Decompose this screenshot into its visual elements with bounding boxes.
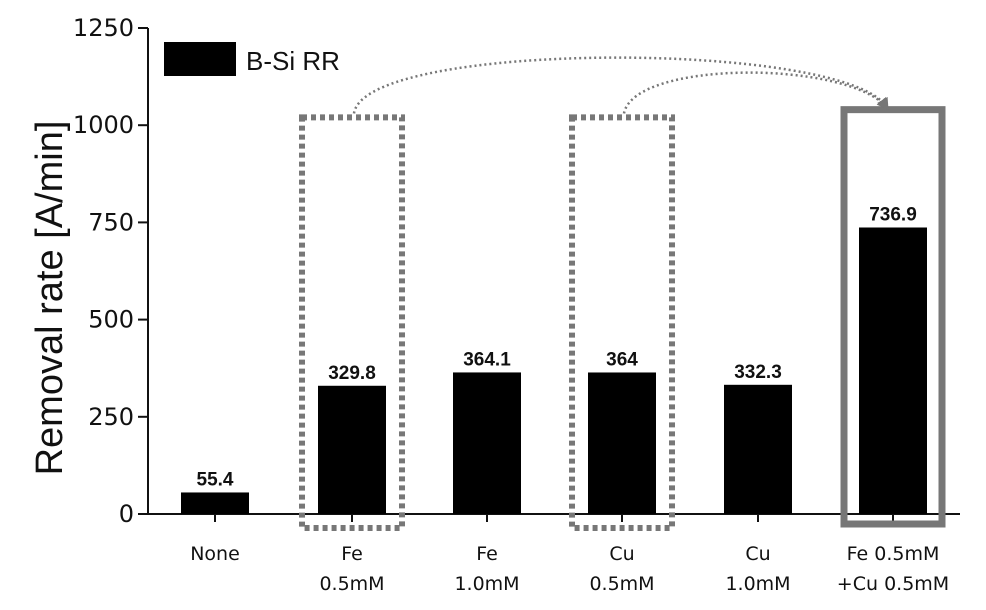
bar [181,492,249,514]
bar-value-label: 332.3 [734,362,782,383]
y-tick-label: 1250 [73,14,134,42]
legend-swatch [164,42,236,76]
bar [453,372,521,514]
y-tick-label: 0 [119,500,134,528]
x-category-label: Fe [341,543,363,565]
x-category-label: +Cu 0.5mM [837,573,949,595]
y-tick-label: 500 [88,306,134,334]
bar-value-label: 55.4 [197,469,234,490]
x-category-label: 0.5mM [319,573,384,595]
y-axis-label: Removal rate [A/min] [29,121,71,476]
legend-label: B-Si RR [246,46,340,76]
x-category-label: Fe [476,543,498,565]
bar-value-label: 364 [606,349,638,370]
bar [588,372,656,514]
y-tick-label: 750 [88,208,134,236]
y-tick-label: 1000 [73,111,134,139]
x-category-label: 1.0mM [725,573,790,595]
bar [724,385,792,514]
bar [318,386,386,514]
x-category-label: Cu [745,543,770,565]
bar-value-label: 329.8 [328,363,376,384]
bar-value-label: 364.1 [463,349,511,370]
plot-area: 0 250 500 750 1000 1250 55.4 329.8 364.1 364 332.3… [73,14,960,595]
x-category-label: None [190,543,240,565]
bar-value-label: 736.9 [869,204,917,225]
legend: B-Si RR [164,42,340,76]
highlight-arrow [354,58,887,114]
x-category-label: Fe 0.5mM [847,543,940,565]
x-category-label: 0.5mM [589,573,654,595]
y-tick-label: 250 [88,403,134,431]
bar [859,227,927,514]
x-category-label: Cu [609,543,634,565]
x-category-label: 1.0mM [454,573,519,595]
